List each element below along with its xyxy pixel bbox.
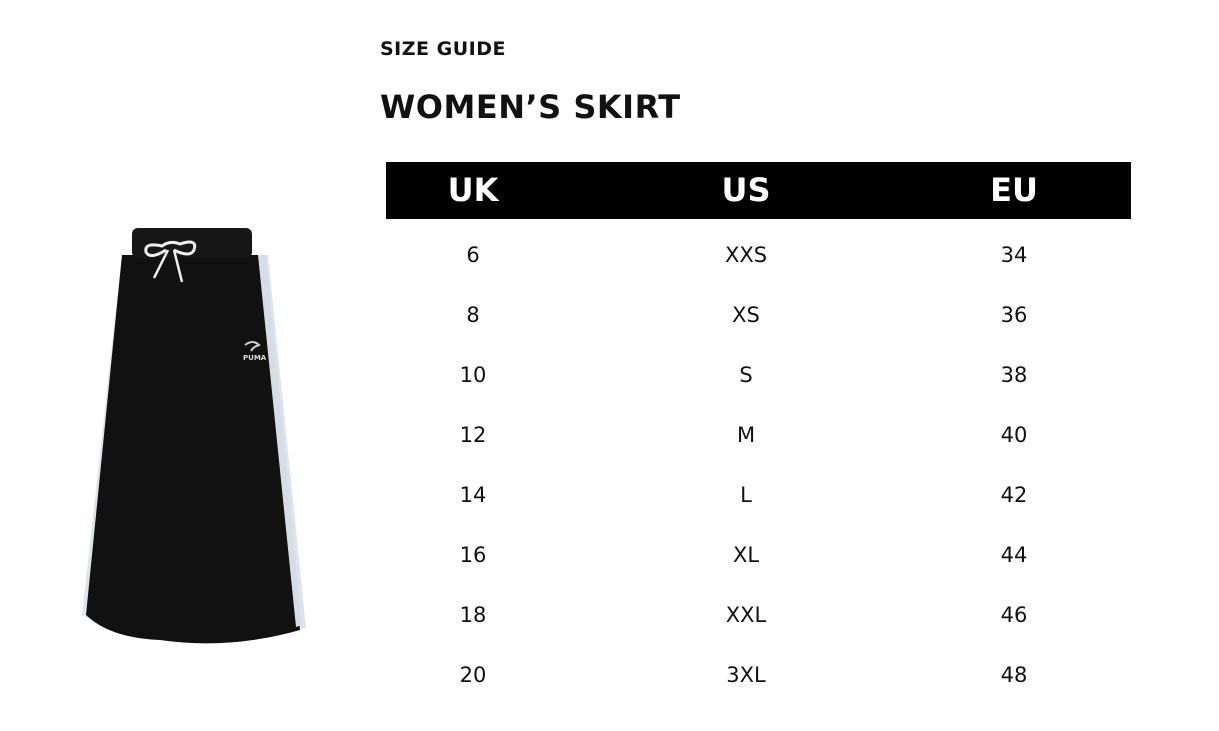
cell-us: XS [732, 303, 760, 327]
cell-us: XL [732, 543, 760, 567]
cell-eu: 36 [1000, 303, 1028, 327]
cell-us: XXS [724, 243, 768, 267]
column-header-eu: EU [990, 171, 1038, 209]
cell-eu: 48 [1000, 663, 1028, 687]
cell-eu: 46 [1000, 603, 1028, 627]
cell-us: 3XL [726, 663, 766, 687]
table-row: 12 M 40 [386, 399, 1131, 459]
puma-logo: PUMA [243, 354, 267, 362]
cell-uk: 20 [459, 663, 487, 687]
size-guide-label: SIZE GUIDE [380, 38, 506, 60]
table-row: 18 XXL 46 [386, 579, 1131, 639]
cell-us: XXL [725, 603, 767, 627]
column-header-us: US [721, 171, 771, 209]
cell-uk: 18 [459, 603, 487, 627]
table-row: 16 XL 44 [386, 519, 1131, 579]
column-header-uk: UK [447, 171, 499, 209]
cell-uk: 14 [459, 483, 487, 507]
table-header: UK US EU [386, 162, 1131, 219]
cell-us: L [740, 483, 752, 507]
cell-eu: 42 [1000, 483, 1028, 507]
cell-uk: 6 [466, 243, 480, 267]
cell-uk: 10 [459, 363, 487, 387]
cell-eu: 38 [1000, 363, 1028, 387]
cell-uk: 16 [459, 543, 487, 567]
size-table: UK US EU 6 XXS 34 8 XS 36 10 S 38 12 M 40 14 L 42 16 XL 4… [386, 162, 1131, 699]
cell-eu: 44 [1000, 543, 1028, 567]
table-row: 6 XXS 34 [386, 219, 1131, 279]
table-row: 20 3XL 48 [386, 639, 1131, 699]
table-row: 14 L 42 [386, 459, 1131, 519]
table-row: 10 S 38 [386, 339, 1131, 399]
cell-uk: 8 [466, 303, 480, 327]
page-title: WOMEN’S SKIRT [380, 88, 681, 126]
cell-us: M [736, 423, 756, 447]
cell-eu: 34 [1000, 243, 1028, 267]
cell-us: S [739, 363, 753, 387]
skirt-product-image: PUMA [82, 228, 306, 644]
cell-eu: 40 [1000, 423, 1028, 447]
table-row: 8 XS 36 [386, 279, 1131, 339]
cell-uk: 12 [459, 423, 487, 447]
